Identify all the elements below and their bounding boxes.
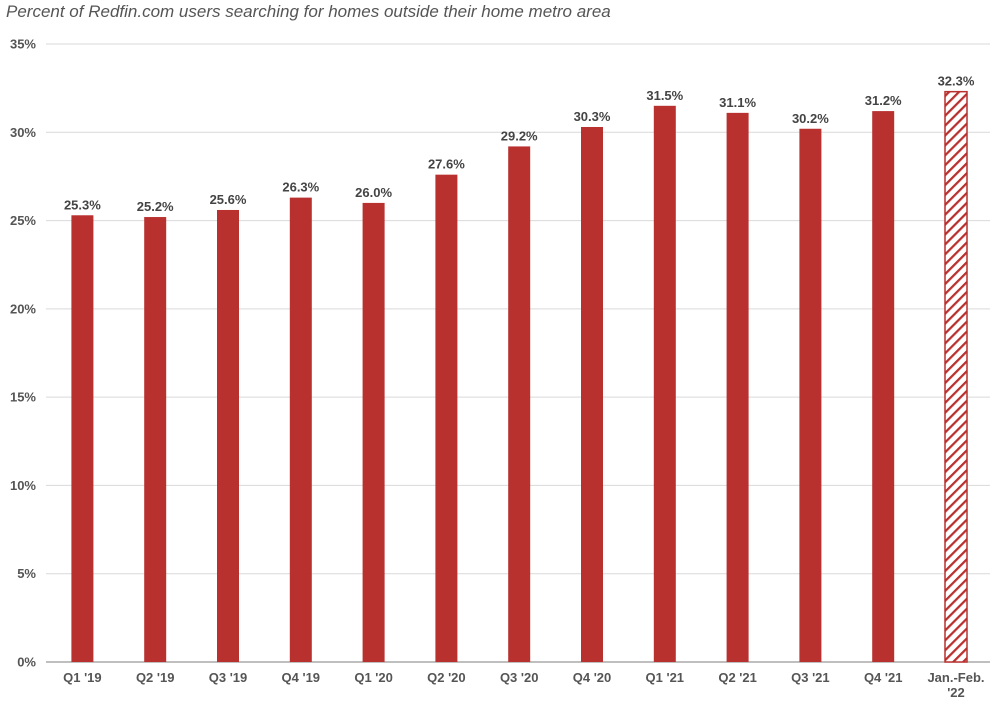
data-label: 27.6% bbox=[428, 157, 465, 172]
data-label: 26.0% bbox=[355, 185, 392, 200]
data-label: 25.3% bbox=[64, 197, 101, 212]
bar bbox=[799, 128, 822, 663]
y-tick-label: 5% bbox=[17, 566, 36, 581]
y-tick-label: 20% bbox=[10, 301, 36, 316]
bar bbox=[289, 197, 312, 663]
data-label: 31.2% bbox=[865, 93, 902, 108]
x-tick-label: Q4 '20 bbox=[573, 670, 612, 685]
bar bbox=[71, 215, 94, 662]
y-tick-label: 15% bbox=[10, 390, 36, 405]
data-label: 25.6% bbox=[210, 192, 247, 207]
y-tick-label: 25% bbox=[10, 213, 36, 228]
data-label: 25.2% bbox=[137, 199, 174, 214]
x-tick-label: Q2 '19 bbox=[136, 670, 175, 685]
y-tick-label: 35% bbox=[10, 37, 36, 52]
bar bbox=[508, 146, 531, 662]
bar bbox=[581, 126, 603, 662]
y-tick-label: 30% bbox=[10, 125, 36, 140]
bar bbox=[872, 111, 895, 662]
bar bbox=[144, 217, 167, 663]
x-tick-label: Q3 '19 bbox=[209, 670, 248, 685]
x-tick-label: Q3 '20 bbox=[500, 670, 539, 685]
bar bbox=[653, 105, 676, 663]
y-tick-label: 10% bbox=[10, 478, 36, 493]
x-tick-label: Q3 '21 bbox=[791, 670, 830, 685]
y-tick-label: 0% bbox=[17, 655, 36, 670]
data-label: 30.3% bbox=[574, 109, 611, 124]
data-label: 31.5% bbox=[646, 88, 683, 103]
data-label: 29.2% bbox=[501, 128, 538, 143]
x-tick-label: Q1 '21 bbox=[646, 670, 685, 685]
x-tick-label: Q4 '21 bbox=[864, 670, 903, 685]
bar bbox=[435, 174, 458, 663]
data-label: 32.3% bbox=[938, 74, 975, 89]
chart-title: Percent of Redfin.com users searching fo… bbox=[6, 2, 611, 21]
bar-partial bbox=[944, 90, 968, 663]
bar bbox=[726, 112, 749, 662]
data-label: 31.1% bbox=[719, 95, 756, 110]
x-tick-label: Jan.-Feb. '22 bbox=[927, 670, 984, 700]
x-tick-label: Q2 '20 bbox=[427, 670, 466, 685]
data-label: 30.2% bbox=[792, 111, 829, 126]
x-tick-label: Q4 '19 bbox=[282, 670, 321, 685]
data-label: 26.3% bbox=[282, 180, 319, 195]
x-tick-label: Q1 '20 bbox=[354, 670, 393, 685]
bar bbox=[362, 202, 385, 662]
x-tick-label: Q1 '19 bbox=[63, 670, 102, 685]
x-tick-label: Q2 '21 bbox=[718, 670, 757, 685]
bar bbox=[217, 209, 239, 662]
